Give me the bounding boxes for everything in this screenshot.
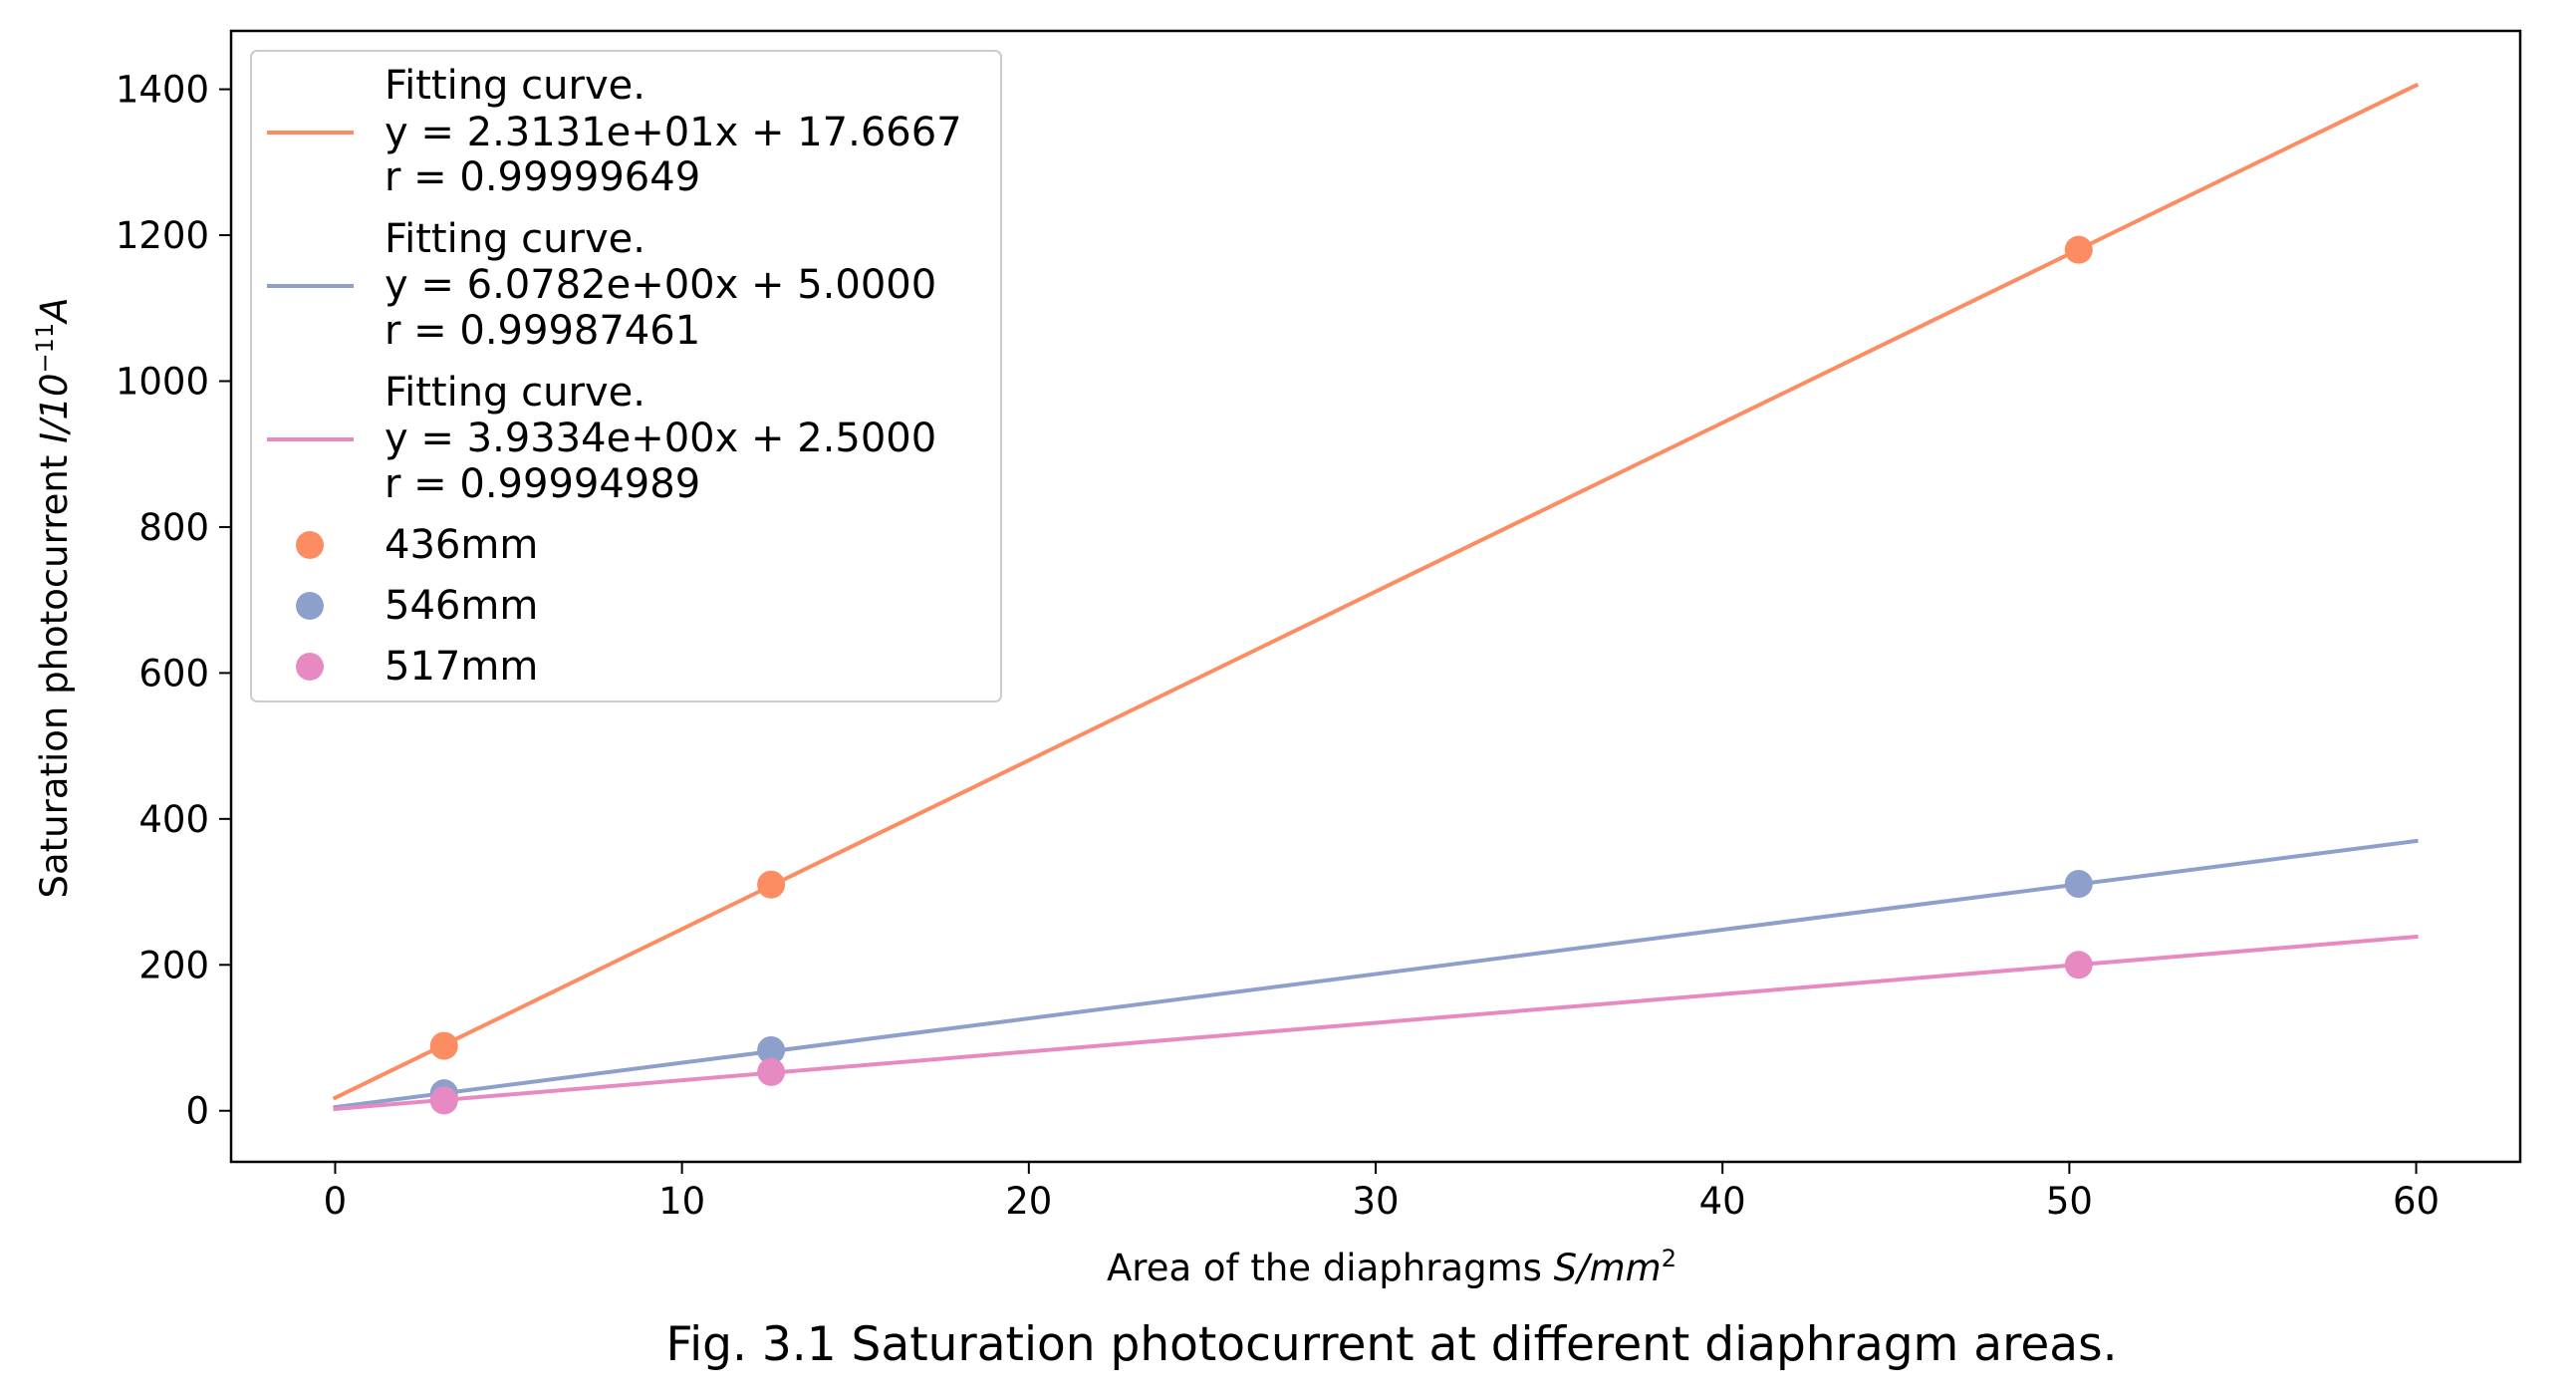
legend-box (250, 50, 1002, 702)
legend-fit-1-line-3: r = 0.99999649 (385, 154, 700, 200)
legend-label-517mm: 517mm (385, 644, 538, 690)
x-tick-label-20: 20 (1005, 1180, 1052, 1223)
figure-caption: Fig. 3.1 Saturation photocurrent at diff… (665, 1317, 2117, 1372)
legend-fit-3-line-3: r = 0.99994989 (385, 461, 700, 507)
y-axis-label: Saturation photocurrent I/10−11A (31, 297, 76, 898)
point-436mm-1 (429, 1031, 458, 1060)
x-tick-label-50: 50 (2046, 1180, 2093, 1223)
y-tick-label-0: 0 (185, 1090, 209, 1133)
x-axis-ticks: 0 10 20 30 40 50 60 (324, 1162, 2440, 1223)
point-517mm-3 (2064, 951, 2093, 979)
legend-marker-517mm (296, 653, 324, 681)
x-tick-label-0: 0 (324, 1180, 348, 1223)
y-tick-label-1400: 1400 (116, 69, 209, 112)
legend-fit-2-line-3: r = 0.99987461 (385, 308, 700, 354)
y-tick-label-400: 400 (138, 798, 209, 841)
x-tick-label-30: 30 (1352, 1180, 1399, 1223)
legend-fit-1-line-1: Fitting curve. (385, 63, 645, 109)
legend-fit-2-line-2: y = 6.0782e+00x + 5.0000 (385, 262, 936, 308)
x-tick-label-40: 40 (1699, 1180, 1746, 1223)
x-tick-label-60: 60 (2393, 1180, 2440, 1223)
legend-label-436mm: 436mm (385, 522, 538, 568)
data-points (429, 235, 2093, 1115)
y-tick-label-600: 600 (138, 652, 209, 695)
legend: Fitting curve. y = 2.3131e+01x + 17.6667… (250, 50, 1002, 702)
point-517mm-2 (757, 1057, 786, 1086)
legend-marker-546mm (296, 592, 324, 620)
legend-fit-2-line-1: Fitting curve. (385, 216, 645, 262)
y-tick-label-200: 200 (138, 944, 209, 986)
point-436mm-2 (757, 870, 786, 899)
y-tick-label-800: 800 (138, 506, 209, 549)
y-axis-ticks: 0 200 400 600 800 1000 1200 1400 (116, 69, 231, 1133)
y-tick-label-1200: 1200 (116, 214, 209, 257)
x-tick-label-10: 10 (658, 1180, 705, 1223)
legend-fit-3-line-2: y = 3.9334e+00x + 2.5000 (385, 416, 936, 461)
legend-marker-436mm (296, 531, 324, 559)
y-tick-label-1000: 1000 (116, 360, 209, 403)
point-517mm-1 (429, 1086, 458, 1115)
legend-fit-3-line-1: Fitting curve. (385, 370, 645, 416)
legend-fit-1-line-2: y = 2.3131e+01x + 17.6667 (385, 110, 962, 155)
legend-label-546mm: 546mm (385, 583, 538, 629)
point-436mm-3 (2064, 235, 2093, 264)
point-546mm-2 (757, 1035, 786, 1064)
point-546mm-3 (2064, 870, 2093, 899)
x-axis-label: Area of the diaphragms S/mm2 (1107, 1245, 1676, 1289)
